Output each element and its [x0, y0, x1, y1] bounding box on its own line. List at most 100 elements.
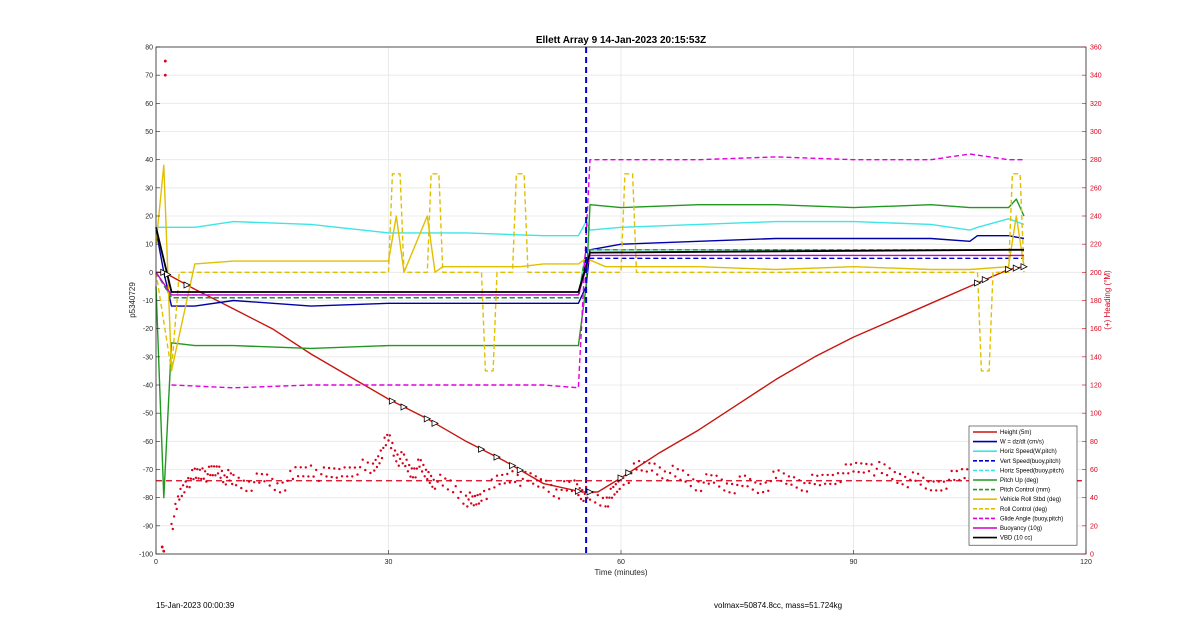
heading-point [658, 466, 661, 469]
heading-point [471, 495, 474, 498]
heading-point [857, 470, 860, 474]
heading-point [255, 472, 258, 475]
legend-label: Glide Angle (buoy,pitch) [1000, 516, 1063, 522]
heading-point [378, 462, 381, 465]
heading-point [420, 470, 424, 473]
heading-point [532, 482, 535, 485]
heading-point [511, 470, 514, 473]
heading-point [924, 487, 927, 490]
heading-point [309, 464, 313, 467]
heading-point [790, 483, 793, 486]
heading-point [389, 446, 393, 450]
heading-point [764, 481, 767, 484]
heading-point [560, 488, 563, 492]
heading-point [601, 496, 605, 500]
x-axis-label: Time (minutes) [594, 568, 647, 577]
heading-point [637, 459, 641, 463]
heading-point [330, 475, 333, 479]
heading-point [588, 498, 592, 501]
gc-marker [1020, 263, 1028, 271]
heading-point [402, 453, 406, 456]
heading-point [231, 482, 234, 486]
heading-point [888, 467, 891, 470]
heading-point [883, 463, 886, 466]
heading-point [955, 469, 958, 473]
heading-point [836, 472, 840, 475]
heading-point [604, 505, 607, 508]
heading-point [524, 470, 527, 474]
heading-point [774, 476, 778, 480]
heading-point [180, 494, 183, 498]
heading-point [379, 449, 382, 452]
heading-point [398, 457, 402, 461]
heading-point [286, 479, 289, 482]
heading-point [906, 486, 909, 489]
heading-point [400, 451, 403, 454]
heading-point [772, 470, 775, 473]
heading-point [599, 504, 602, 507]
left-tick-label: 40 [145, 157, 153, 164]
heading-point [681, 469, 685, 472]
heading-point [436, 480, 439, 483]
heading-point [184, 480, 187, 483]
series-vbd [155, 227, 1024, 293]
left-tick-label: -30 [143, 354, 153, 361]
heading-point [205, 480, 208, 483]
heading-point [759, 482, 762, 486]
series-layer [155, 47, 1025, 554]
heading-point [842, 472, 845, 475]
heading-point [935, 489, 938, 492]
heading-point [880, 471, 884, 475]
heading-point [947, 478, 951, 481]
y-axis-label: p5340729 [128, 282, 137, 318]
left-tick-label: 70 [145, 73, 153, 80]
left-tick-label: -100 [139, 552, 153, 559]
right-tick-label: 280 [1090, 157, 1102, 164]
heading-point [873, 474, 876, 477]
heading-point [718, 485, 721, 488]
heading-point [635, 468, 638, 471]
heading-point [475, 503, 478, 506]
bottom-tick-label: 90 [850, 559, 858, 566]
heading-point [289, 469, 292, 473]
heading-point [653, 462, 656, 465]
heading-point [608, 496, 611, 499]
left-tick-label: 30 [145, 185, 153, 192]
heading-point [276, 482, 279, 485]
right-tick-label: 300 [1090, 129, 1102, 136]
heading-point [749, 477, 752, 481]
right-tick-label: 80 [1090, 439, 1098, 446]
heading-point [867, 470, 871, 473]
heading-point [480, 499, 483, 502]
heading-point [476, 493, 479, 497]
heading-point [284, 489, 287, 492]
gc-marker [493, 453, 501, 461]
heading-point [958, 478, 961, 482]
heading-point [409, 475, 412, 478]
heading-point [503, 482, 506, 485]
left-tick-label: 60 [145, 101, 153, 108]
heading-point [278, 491, 282, 494]
heading-point [550, 483, 553, 487]
heading-point [459, 490, 462, 494]
heading-point [418, 465, 421, 468]
heading-point [343, 466, 346, 469]
heading-point [780, 479, 783, 483]
heading-point [738, 475, 741, 478]
heading-point [563, 480, 566, 483]
bottom-tick-label: 60 [617, 559, 625, 566]
heading-point [473, 494, 477, 498]
heading-point [325, 475, 328, 478]
heading-point [542, 486, 545, 489]
heading-point [468, 491, 472, 494]
heading-point [581, 488, 584, 492]
right-axis-ticks: 0 20 40 60 80 100 120 140 160 180 200 220 240 260 280 3… [1082, 45, 1102, 559]
heading-point [960, 468, 964, 471]
heading-point [803, 481, 806, 485]
heading-point [432, 478, 435, 481]
heading-point [950, 469, 953, 473]
gc-marker [431, 419, 439, 427]
heading-point [839, 480, 842, 484]
heading-point [335, 476, 338, 479]
heading-point [291, 477, 295, 481]
